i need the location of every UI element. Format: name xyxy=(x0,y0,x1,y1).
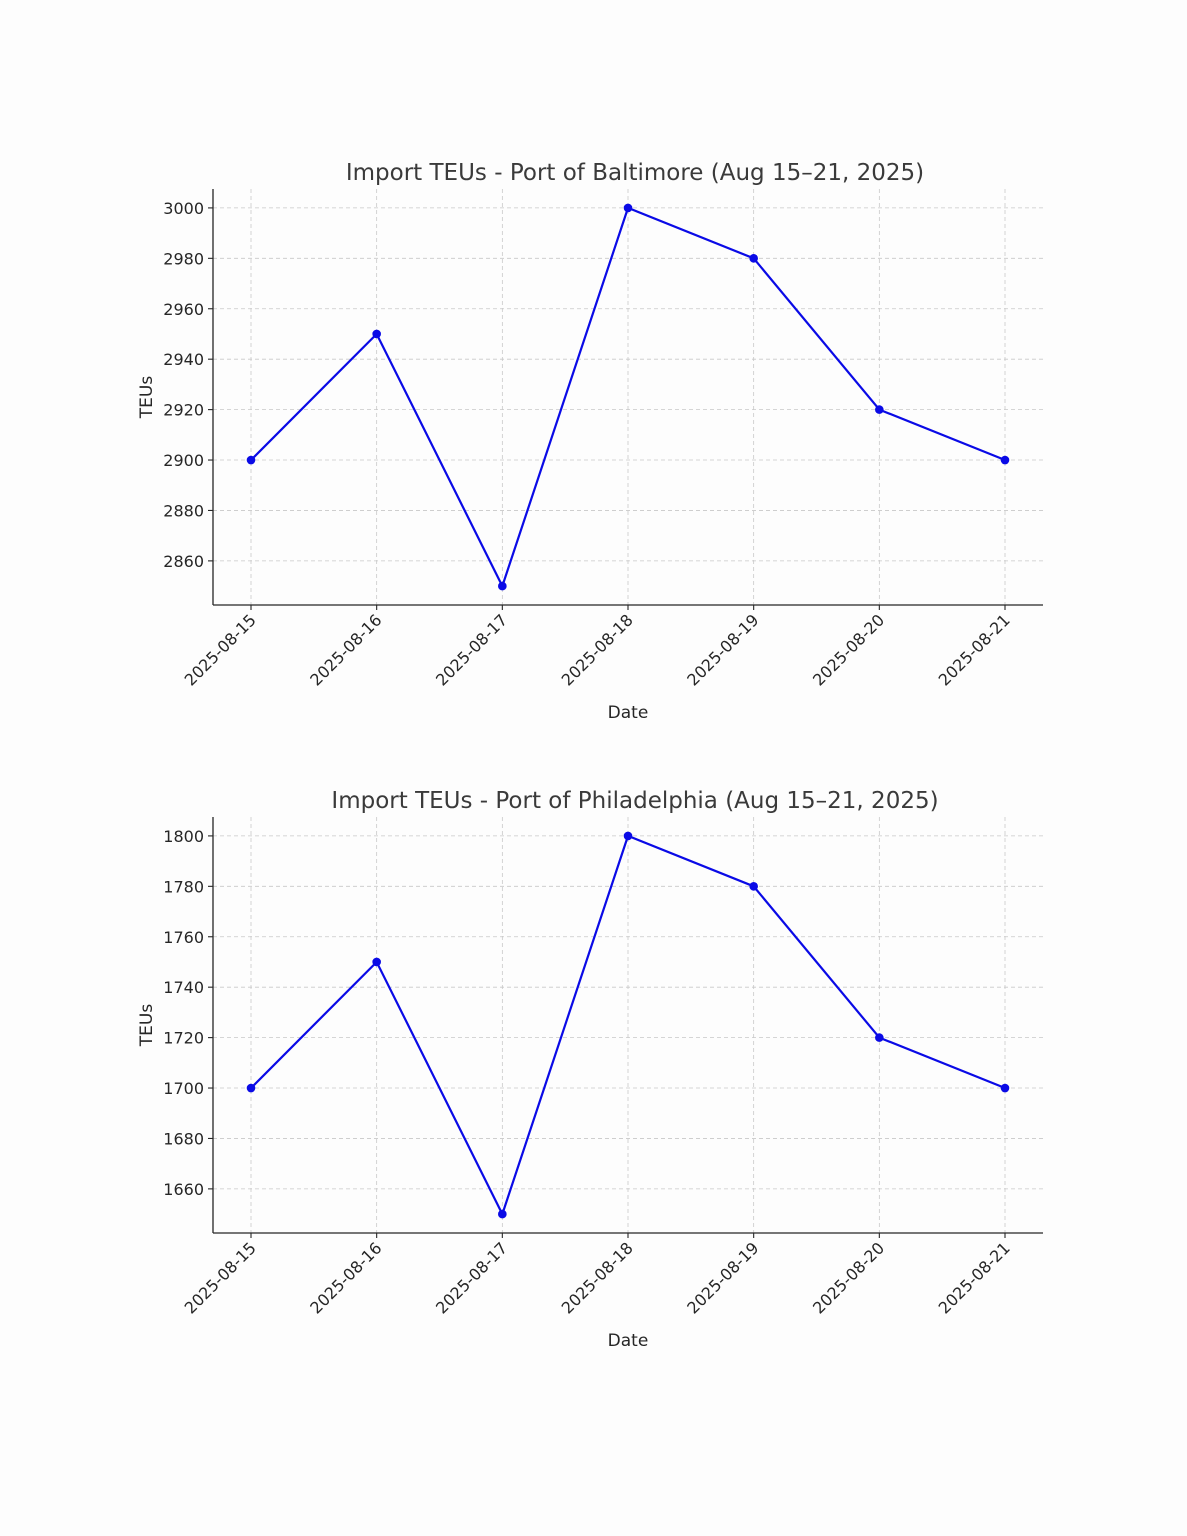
x-tick-label: 2025-08-18 xyxy=(558,1238,637,1317)
x-tick-label: 2025-08-15 xyxy=(181,1238,260,1317)
y-tick-label: 1740 xyxy=(163,978,204,997)
data-point xyxy=(498,1209,507,1219)
y-tick-label: 1680 xyxy=(163,1129,204,1148)
data-point xyxy=(246,1083,256,1093)
x-tick-label: 2025-08-17 xyxy=(432,610,511,689)
y-tick-label: 1780 xyxy=(163,877,204,896)
data-point xyxy=(623,203,633,213)
x-tick-label: 2025-08-20 xyxy=(809,1238,888,1317)
chart-title: Import TEUs - Port of Baltimore (Aug 15–… xyxy=(346,160,924,186)
x-axis-label: Date xyxy=(608,1331,649,1351)
data-point xyxy=(875,405,884,414)
data-point xyxy=(1000,455,1010,465)
y-tick-label: 2960 xyxy=(163,300,204,319)
y-tick-label: 2880 xyxy=(163,501,204,520)
series-line xyxy=(250,206,1006,588)
y-tick-label: 1800 xyxy=(163,827,204,846)
y-axis-label: TEUs xyxy=(137,1004,157,1048)
data-point xyxy=(372,957,381,967)
data-point xyxy=(372,329,381,339)
data-point xyxy=(875,1033,884,1042)
data-point xyxy=(1000,1083,1010,1093)
y-axis-label: TEUs xyxy=(137,376,157,420)
x-tick-label: 2025-08-19 xyxy=(683,1238,762,1317)
x-tick-label: 2025-08-15 xyxy=(181,610,260,689)
y-tick-label: 2940 xyxy=(163,350,204,369)
x-axis-label: Date xyxy=(608,703,649,723)
y-tick-label: 1720 xyxy=(163,1029,204,1048)
y-tick-label: 2980 xyxy=(163,249,204,268)
x-tick-label: 2025-08-16 xyxy=(306,610,385,689)
y-tick-label: 2920 xyxy=(163,401,204,420)
x-tick-label: 2025-08-16 xyxy=(306,1238,385,1317)
x-tick-label: 2025-08-21 xyxy=(935,1238,1014,1317)
y-tick-label: 1660 xyxy=(163,1180,204,1199)
data-point xyxy=(749,254,758,263)
x-tick-label: 2025-08-18 xyxy=(558,610,637,689)
x-tick-label: 2025-08-21 xyxy=(935,610,1014,689)
data-point xyxy=(498,581,507,591)
x-tick-label: 2025-08-20 xyxy=(809,610,888,689)
data-point xyxy=(749,882,758,891)
y-tick-label: 2900 xyxy=(163,451,204,470)
y-tick-label: 1700 xyxy=(163,1079,204,1098)
chart-2: 1660 1680 1700 1720 1740 1760 1780 1800 2025-08-… xyxy=(137,788,1043,1351)
data-point xyxy=(623,831,633,841)
series-line xyxy=(250,834,1006,1216)
chart-1: 2860 2880 2900 2920 2940 2960 2980 3000 2025-08-… xyxy=(137,160,1043,723)
chart-title: Import TEUs - Port of Philadelphia (Aug … xyxy=(331,788,938,814)
x-tick-label: 2025-08-17 xyxy=(432,1238,511,1317)
y-tick-label: 2860 xyxy=(163,552,204,571)
data-point xyxy=(246,455,256,465)
x-tick-label: 2025-08-19 xyxy=(683,610,762,689)
y-tick-label: 1760 xyxy=(163,928,204,947)
y-tick-label: 3000 xyxy=(163,199,204,218)
